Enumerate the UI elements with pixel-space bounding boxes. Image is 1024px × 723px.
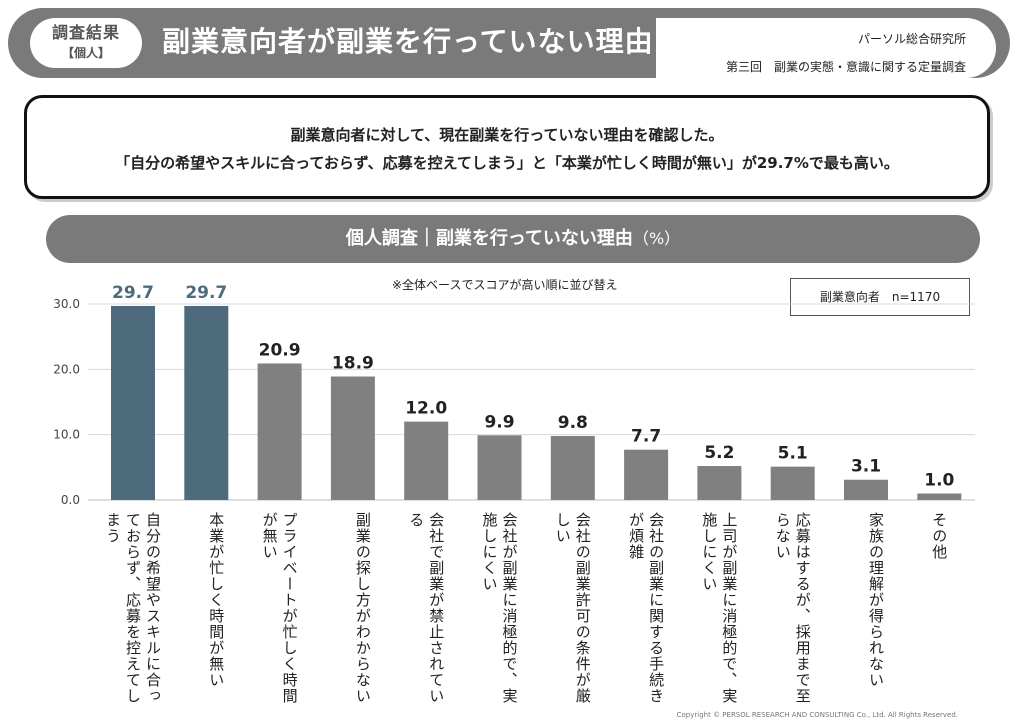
bar bbox=[697, 466, 742, 500]
x-tick-label: 会社の副業許可の条件が厳しい bbox=[553, 512, 592, 704]
summary-line1: 副業意向者に対して、現在副業を行っていない理由を確認した。 bbox=[290, 126, 724, 144]
result-badge: 調査結果 【個人】 bbox=[30, 18, 142, 68]
chart-unit: （%） bbox=[632, 229, 681, 248]
x-tick-label: 本業が忙しく時間が無い bbox=[207, 512, 226, 688]
y-tick-label: 30.0 bbox=[53, 297, 80, 311]
bar bbox=[184, 305, 229, 500]
badge-line1: 調査結果 bbox=[51, 23, 120, 42]
survey-info: パーソル総合研究所 第三回 副業の実態・意識に関する定量調査 bbox=[656, 18, 996, 78]
data-label: 7.7 bbox=[631, 427, 661, 447]
bar bbox=[111, 305, 155, 500]
x-tick-label: 副業の探し方がわからない bbox=[353, 512, 372, 704]
chart-title-bar: 個人調査｜副業を行っていない理由（%） bbox=[46, 215, 980, 263]
x-tick-label: 家族の理解が得られない bbox=[867, 512, 885, 688]
header-banner: 調査結果 【個人】 副業意向者が副業を行っていない理由 パーソル総合研究所 第三… bbox=[8, 8, 1010, 78]
bar bbox=[550, 435, 595, 500]
badge-line2: 【個人】 bbox=[61, 46, 110, 60]
bar bbox=[844, 479, 888, 500]
bar bbox=[330, 376, 375, 500]
survey-name: 第三回 副業の実態・意識に関する定量調査 bbox=[725, 60, 966, 74]
data-label: 12.0 bbox=[405, 399, 447, 419]
x-tick-label: 会社で副業が禁止されている bbox=[407, 512, 446, 704]
x-tick-label: 会社が副業に消極的で、実施しにくい bbox=[480, 512, 519, 704]
data-label: 3.1 bbox=[851, 457, 881, 477]
x-tick-label: 応募はするが、採用まで至らない bbox=[773, 512, 812, 704]
x-tick-label: 会社の副業に関する手続きが煩雑 bbox=[627, 512, 666, 704]
y-tick-label: 0.0 bbox=[61, 493, 80, 507]
y-tick-label: 20.0 bbox=[53, 362, 80, 376]
page-title: 副業意向者が副業を行っていない理由 bbox=[162, 25, 654, 58]
summary-box: 副業意向者に対して、現在副業を行っていない理由を確認した。 「自分の希望やスキル… bbox=[24, 95, 990, 199]
sort-note: ※全体ベースでスコアが高い順に並び替え bbox=[392, 278, 618, 292]
x-tick-label: プライベートが忙しく時間が無い bbox=[260, 512, 299, 704]
data-label: 9.9 bbox=[484, 412, 514, 432]
bar bbox=[624, 449, 669, 500]
data-label: 1.0 bbox=[924, 470, 954, 490]
data-label: 9.8 bbox=[558, 413, 588, 433]
bar bbox=[770, 466, 815, 500]
bar bbox=[257, 363, 302, 500]
data-label: 5.2 bbox=[704, 443, 734, 463]
bar bbox=[917, 493, 962, 500]
chart-title: 個人調査｜副業を行っていない理由 bbox=[345, 228, 633, 249]
copyright: Copyright © PERSOL RESEARCH AND CONSULTI… bbox=[676, 711, 958, 719]
data-label: 29.7 bbox=[185, 283, 227, 303]
x-tick-label: 自分の希望やスキルに合っておらず、応募を控えてしまう bbox=[104, 512, 162, 704]
data-label: 20.9 bbox=[259, 340, 301, 360]
bar bbox=[404, 421, 449, 500]
summary-line2: 「自分の希望やスキルに合っておらず、応募を控えてしまう」と「本業が忙しく時間が無… bbox=[115, 154, 899, 172]
y-tick-label: 10.0 bbox=[53, 428, 80, 442]
organization-name: パーソル総合研究所 bbox=[857, 32, 966, 46]
x-tick-label: 上司が副業に消極的で、実施しにくい bbox=[700, 512, 739, 704]
data-label: 29.7 bbox=[112, 283, 154, 303]
bar bbox=[477, 435, 522, 500]
sample-size-box: 副業意向者 n=1170 bbox=[790, 278, 970, 316]
x-tick-label: その他 bbox=[930, 512, 949, 560]
data-label: 5.1 bbox=[778, 444, 808, 464]
data-label: 18.9 bbox=[332, 354, 374, 374]
